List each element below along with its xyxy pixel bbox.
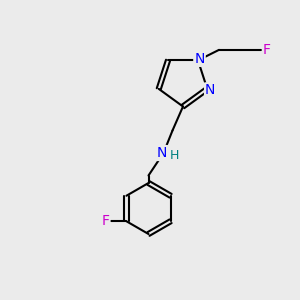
Text: F: F — [263, 43, 271, 57]
Text: N: N — [157, 146, 167, 160]
Text: N: N — [205, 83, 215, 98]
Text: F: F — [101, 214, 110, 228]
Text: N: N — [194, 52, 205, 66]
Text: H: H — [170, 149, 180, 162]
